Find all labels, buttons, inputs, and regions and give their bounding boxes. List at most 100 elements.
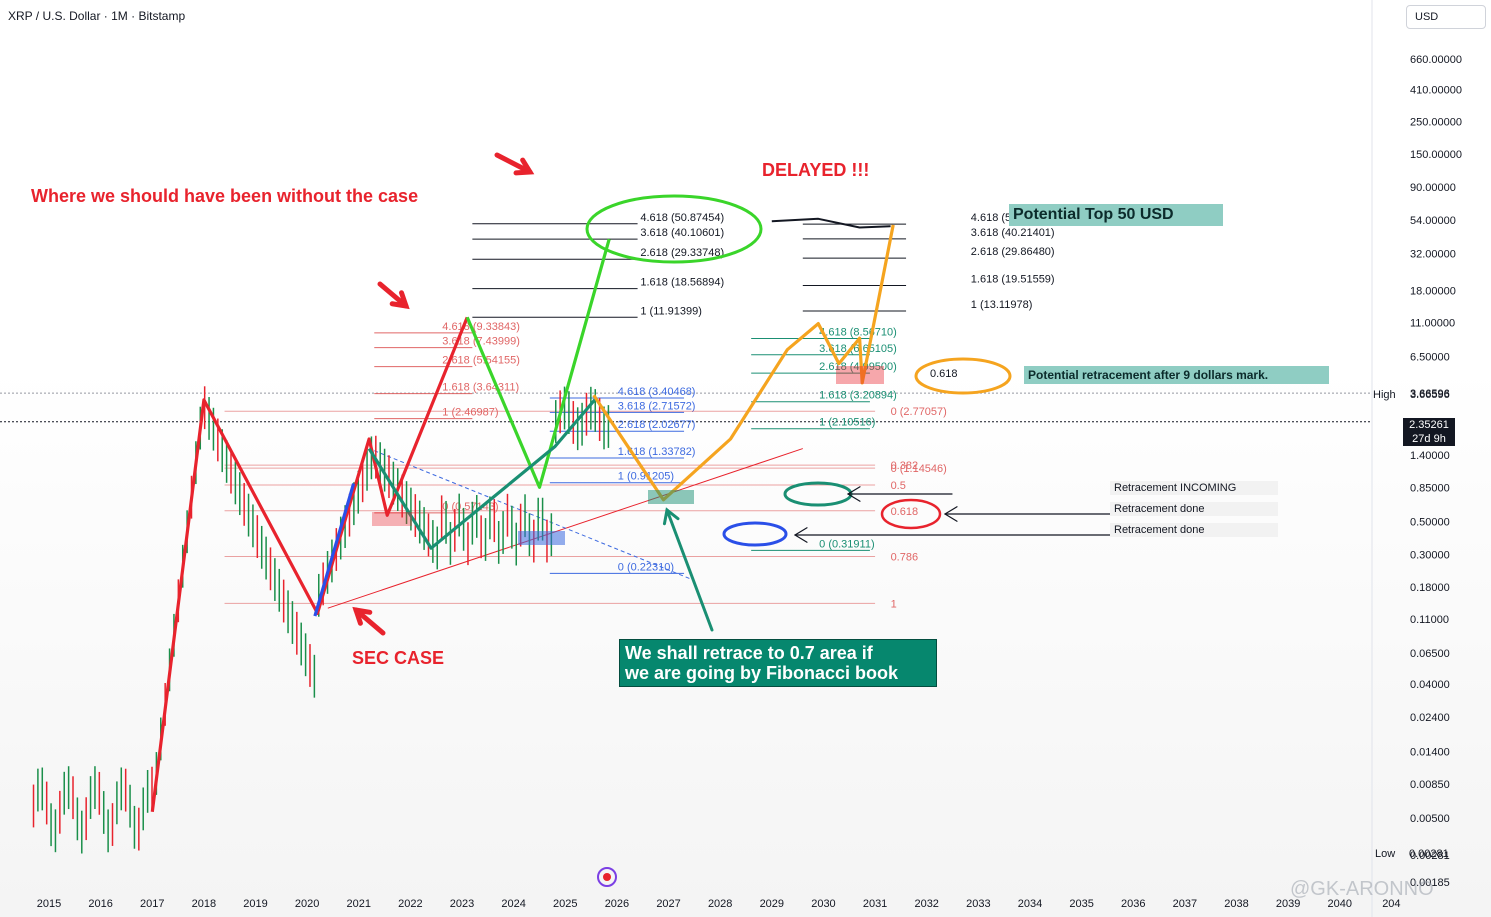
- fib-level-label: 1 (13.11978): [971, 299, 1033, 311]
- fib-level-label: 1.618 (3.20894): [819, 390, 897, 402]
- series-green: [465, 238, 611, 489]
- y-tick-label: 54.00000: [1410, 215, 1456, 227]
- x-tick-label: 2020: [295, 898, 319, 910]
- circle-blue: [722, 521, 788, 547]
- fib-level-label: 3.618 (40.10601): [640, 227, 724, 239]
- arrow-red-sec: [353, 607, 386, 636]
- current-price: 2.35261: [1409, 419, 1449, 431]
- y-tick-label: 0.18000: [1410, 582, 1450, 594]
- x-tick-label: 2018: [192, 898, 216, 910]
- annotation-retrace-line2: we are going by Fibonacci book: [625, 663, 899, 683]
- zone-teal: [648, 490, 694, 504]
- circle-0618-label: 0.618: [930, 368, 958, 380]
- label-retracement-done-2: Retracement done: [1110, 523, 1278, 537]
- y-tick-label: 150.00000: [1410, 149, 1462, 161]
- x-tick-label: 2017: [140, 898, 164, 910]
- annotation-retrace-box: We shall retrace to 0.7 area if we are g…: [619, 639, 937, 687]
- y-tick-label: 1.40000: [1410, 450, 1450, 462]
- y-tick-label: 18.00000: [1410, 286, 1456, 298]
- tradingview-logo-icon: [597, 867, 617, 887]
- circle-teal: [783, 481, 853, 507]
- retracement-label: 0.382: [891, 460, 919, 472]
- fib-level-label: 1 (11.91399): [640, 305, 702, 317]
- fib-level-label: 2.618 (2.02677): [618, 419, 696, 431]
- x-tick-label: 2040: [1328, 898, 1352, 910]
- annotation-retrace-line1: We shall retrace to 0.7 area if: [625, 643, 873, 663]
- fib-level-label: 0 (0.57143): [442, 501, 498, 513]
- series-black: [771, 217, 891, 229]
- arrow-red-mid-head: [389, 290, 410, 310]
- series-orange: [592, 224, 895, 502]
- retracement-label: 0.5: [891, 480, 906, 492]
- x-tick-label: 2029: [760, 898, 784, 910]
- y-tick-label: 0.00185: [1410, 877, 1450, 889]
- x-tick-label: 2035: [1069, 898, 1093, 910]
- arrow-done-2-head: [793, 527, 808, 543]
- y-tick-label: 410.00000: [1410, 84, 1462, 96]
- fib-level-label: 3.618 (40.21401): [971, 227, 1055, 239]
- fib-level-label: 1 (0.91205): [618, 471, 674, 483]
- zone-red: [836, 366, 884, 384]
- series-teal: [367, 396, 598, 550]
- annotation-without-case: Where we should have been without the ca…: [31, 186, 419, 206]
- watermark: @GK-ARONNO: [1290, 878, 1434, 900]
- fib-level-label: 4.618 (9.33843): [442, 321, 520, 333]
- high-value: 3.66596: [1410, 389, 1450, 401]
- x-tick-label: 2038: [1224, 898, 1248, 910]
- fib-level-label: 2.618 (29.33748): [640, 247, 724, 259]
- annotation-sec-case: SEC CASE: [352, 648, 445, 668]
- retracement-label: 0 (2.77057): [891, 406, 947, 418]
- fib-level-label: 1 (2.10516): [819, 417, 875, 429]
- circle-orange: [914, 357, 1012, 395]
- fib-level-label: 2.618 (29.86480): [971, 246, 1055, 258]
- low-value: 0.00281: [1409, 848, 1449, 860]
- annotation-delayed: DELAYED !!!: [762, 160, 870, 180]
- x-tick-label: 2039: [1276, 898, 1300, 910]
- y-tick-label: 3.66596: [1410, 388, 1450, 400]
- x-tick-label: 2024: [501, 898, 525, 910]
- fib-level-label: 1.618 (19.51559): [971, 273, 1055, 285]
- x-tick-label: 2036: [1121, 898, 1145, 910]
- y-tick-label: 0.04000: [1410, 679, 1450, 691]
- y-tick-label: 660.00000: [1410, 54, 1462, 66]
- arrow-teal-head: [662, 507, 680, 526]
- y-tick-label: 0.30000: [1410, 549, 1450, 561]
- x-tick-label: 2028: [708, 898, 732, 910]
- y-tick-label: 0.50000: [1410, 516, 1450, 528]
- series-red: [150, 316, 469, 812]
- y-tick-label: 0.00281: [1410, 850, 1450, 862]
- fib-level-label: 4.618 (50.87454): [640, 212, 724, 224]
- currency-selector[interactable]: USD: [1406, 5, 1486, 29]
- x-tick-label: 2031: [863, 898, 887, 910]
- fib-level-label: 1 (2.46987): [442, 407, 498, 419]
- arrow-red-top: [494, 152, 533, 175]
- x-tick-label: 2016: [88, 898, 112, 910]
- y-tick-label: 6.50000: [1410, 351, 1450, 363]
- fib-level-label: 3.618 (2.71572): [618, 400, 696, 412]
- x-tick-label: 204: [1382, 898, 1400, 910]
- fib-level-label: 0 (0.31911): [819, 538, 874, 550]
- arrow-done-1-head: [943, 506, 958, 522]
- retracement-label: 0.618: [891, 506, 919, 518]
- y-tick-label: 11.00000: [1410, 317, 1455, 329]
- x-tick-label: 2037: [1173, 898, 1197, 910]
- y-tick-label: 90.00000: [1410, 182, 1456, 194]
- x-tick-label: 2019: [243, 898, 267, 910]
- fib-level-label: 1.618 (18.56894): [640, 277, 724, 289]
- high-label: High: [1373, 389, 1396, 401]
- y-tick-label: 0.01400: [1410, 747, 1450, 759]
- fib-level-label: 0 (0.22310): [618, 561, 674, 573]
- arrow-red-sec-head: [352, 606, 373, 626]
- label-retracement-incoming: Retracement INCOMING: [1110, 481, 1278, 495]
- series-blue: [313, 483, 356, 617]
- chart-title: XRP / U.S. Dollar · 1M · Bitstamp: [8, 9, 186, 23]
- retracement-label: 0.786: [891, 552, 919, 564]
- dashed-trendline: [374, 450, 695, 581]
- x-tick-label: 2021: [347, 898, 371, 910]
- arrow-teal: [665, 508, 714, 632]
- y-tick-label: 32.00000: [1410, 249, 1456, 261]
- y-tick-label: 0.00850: [1410, 779, 1450, 791]
- x-tick-label: 2015: [37, 898, 61, 910]
